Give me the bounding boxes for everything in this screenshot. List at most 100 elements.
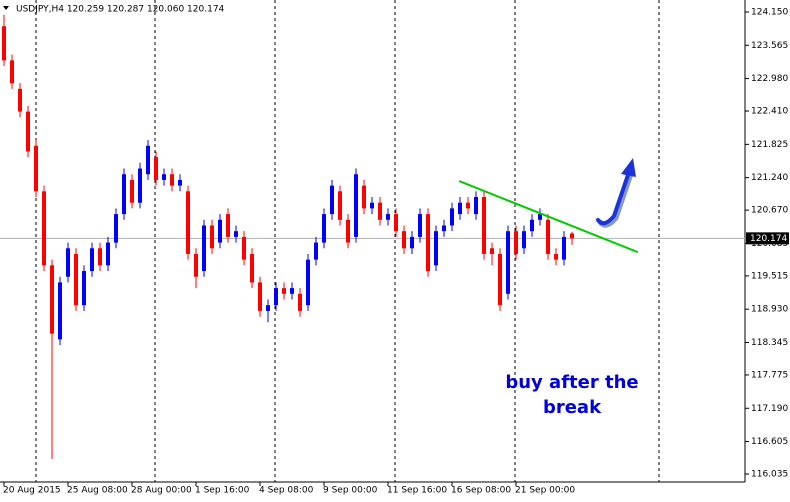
candle-body — [146, 145, 150, 175]
y-tick-label: 122.980 — [751, 74, 788, 84]
candle-body — [58, 282, 62, 340]
candle-body — [546, 219, 550, 254]
x-tick-label: 21 Sep 00:00 — [515, 486, 575, 496]
candle-body — [554, 253, 558, 260]
candle-body — [530, 219, 534, 232]
y-tick-label: 117.190 — [751, 404, 788, 414]
candle-body — [130, 179, 134, 203]
candle-body — [178, 179, 182, 186]
x-tick-label: 28 Aug 00:00 — [131, 486, 192, 496]
candle-body — [482, 197, 486, 254]
candle-body — [402, 231, 406, 249]
candle-body — [322, 214, 326, 243]
y-tick-label: 121.240 — [751, 173, 788, 183]
candle-body — [418, 214, 422, 237]
candle-body — [290, 288, 294, 294]
candle-body — [114, 214, 118, 243]
candle-body — [338, 191, 342, 220]
y-tick-label: 118.930 — [751, 305, 788, 315]
candle-body — [498, 253, 502, 306]
candle-body — [18, 88, 22, 112]
candle-body — [394, 214, 398, 232]
candle-body — [2, 26, 6, 61]
y-tick-label: 117.775 — [751, 370, 788, 380]
menu-arrow — [3, 6, 9, 10]
candle-body — [154, 157, 158, 180]
last-price-box — [746, 232, 789, 245]
candle-body — [506, 231, 510, 294]
candle-body — [42, 191, 46, 266]
candle-body — [330, 185, 334, 215]
x-tick-label: 9 Sep 00:00 — [323, 486, 378, 496]
candle-body — [466, 202, 470, 209]
candle-body — [442, 225, 446, 232]
last-price-label: 120.174 — [750, 234, 787, 244]
candle-body — [90, 248, 94, 272]
candle-body — [26, 111, 30, 152]
candle-body — [346, 219, 350, 243]
x-tick-label: 16 Sep 08:00 — [451, 486, 511, 496]
candle-body — [450, 208, 454, 226]
y-tick-label: 122.410 — [751, 107, 788, 117]
candle-body — [426, 214, 430, 272]
arrow — [596, 170, 631, 226]
candle-body — [34, 145, 38, 192]
x-tick-label: 25 Aug 08:00 — [67, 486, 128, 496]
candle-body — [218, 219, 222, 243]
candle-body — [210, 225, 214, 249]
candle-body — [362, 185, 366, 209]
candle-body — [162, 174, 166, 180]
candle-body — [258, 282, 262, 311]
candle-body — [282, 288, 286, 294]
x-tick-label: 1 Sep 16:00 — [195, 486, 250, 496]
annotation: buy after the — [505, 372, 638, 393]
candle-body — [66, 248, 70, 277]
candle-body — [194, 253, 198, 277]
candle-body — [98, 248, 102, 266]
candle-body — [514, 231, 518, 254]
arrow-head — [621, 158, 636, 177]
candle-body — [410, 236, 414, 249]
candle-body — [10, 60, 14, 84]
candle-body — [386, 214, 390, 220]
chart-title: USDJPY,H4 120.259 120.287 120.060 120.17… — [16, 5, 225, 15]
candle-body — [298, 293, 302, 311]
candle-body — [82, 271, 86, 306]
candle-body — [226, 214, 230, 237]
candle-body — [490, 248, 494, 254]
y-tick-label: 120.670 — [751, 206, 788, 216]
candle-body — [138, 168, 142, 203]
candle-body — [522, 231, 526, 249]
candle-body — [242, 236, 246, 260]
candle-body — [106, 242, 110, 266]
candle-body — [354, 174, 358, 237]
candle-body — [266, 305, 270, 311]
x-tick-label: 4 Sep 08:00 — [259, 486, 314, 496]
y-tick-label: 118.345 — [751, 338, 788, 348]
candle-body — [122, 174, 126, 215]
candle-body — [458, 202, 462, 215]
candle-body — [570, 233, 574, 239]
candle-body — [474, 197, 478, 215]
y-tick-label: 119.515 — [751, 271, 788, 281]
candle-body — [202, 225, 206, 272]
candle-body — [250, 253, 254, 283]
candle-body — [562, 236, 566, 260]
x-tick-label: 11 Sep 16:00 — [387, 486, 447, 496]
candle-body — [314, 242, 318, 260]
annotation: break — [543, 397, 602, 418]
candle-body — [434, 231, 438, 266]
y-tick-label: 116.035 — [751, 470, 788, 480]
candle-body — [50, 265, 54, 334]
candle-body — [306, 259, 310, 306]
y-tick-label: 124.150 — [751, 7, 788, 17]
trendline — [458, 180, 639, 254]
candle-body — [74, 253, 78, 306]
candle-body — [378, 202, 382, 220]
y-tick-label: 123.565 — [751, 41, 788, 51]
candle-body — [538, 214, 542, 220]
y-tick-label: 121.825 — [751, 140, 788, 150]
candle-body — [186, 191, 190, 254]
candle-body — [234, 231, 238, 237]
